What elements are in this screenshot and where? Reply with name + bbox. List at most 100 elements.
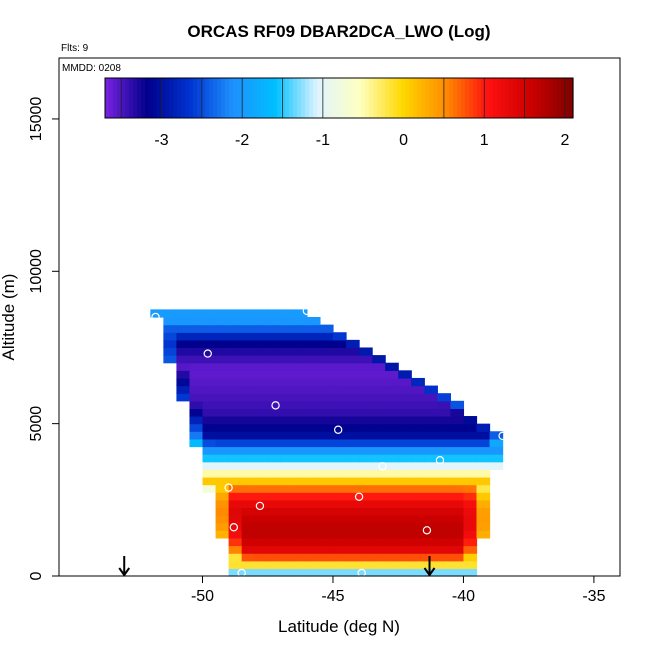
heatmap-cell: [319, 461, 334, 470]
heatmap-cell: [267, 393, 282, 402]
heatmap-cell: [293, 309, 308, 318]
heatmap-cell: [398, 545, 412, 554]
heatmap-cell: [332, 454, 347, 463]
heatmap-cell: [241, 454, 256, 463]
heatmap-cell: [463, 423, 478, 432]
heatmap-cell: [332, 370, 347, 379]
heatmap-cell: [359, 362, 373, 371]
heatmap-cell: [346, 362, 360, 371]
heatmap-cell: [306, 560, 321, 569]
heatmap-cell: [372, 446, 386, 455]
heatmap-cell: [293, 560, 308, 569]
heatmap-cell: [476, 461, 491, 470]
heatmap-cell: [319, 438, 334, 448]
heatmap-cell: [411, 416, 425, 425]
heatmap-cell: [293, 400, 308, 410]
colorbar-strip: [421, 78, 426, 118]
heatmap-cell: [189, 332, 204, 341]
heatmap-cell: [228, 545, 243, 554]
colorbar-strip: [169, 78, 174, 118]
heatmap-cell: [280, 400, 295, 410]
heatmap-cell: [306, 522, 321, 531]
colorbar-strip: [501, 78, 506, 118]
heatmap-cell: [189, 385, 204, 394]
heatmap-cell: [359, 545, 373, 554]
heatmap-cell: [332, 530, 347, 539]
colorbar-strip: [265, 78, 270, 118]
heatmap-cell: [189, 362, 204, 371]
heatmap-cell: [241, 522, 256, 531]
heatmap-cell: [332, 537, 347, 547]
heatmap-cell: [346, 545, 360, 554]
heatmap-cell: [254, 537, 269, 547]
colorbar-strip: [509, 78, 514, 118]
heatmap-cell: [450, 484, 465, 493]
heatmap-cell: [346, 560, 360, 569]
colorbar-strip: [337, 78, 342, 118]
heatmap-cell: [254, 317, 269, 326]
heatmap-cell: [489, 438, 504, 448]
heatmap-cell: [398, 438, 412, 448]
heatmap-cell: [280, 309, 295, 318]
heatmap-cell: [215, 362, 230, 371]
heatmap-cell: [398, 377, 412, 387]
heatmap-cell: [267, 545, 282, 554]
heatmap-cell: [385, 431, 399, 440]
heatmap-cell: [267, 347, 282, 356]
heatmap-cell: [346, 355, 360, 364]
heatmap-cell: [359, 355, 373, 364]
colorbar-strip: [373, 78, 378, 118]
heatmap-cell: [463, 416, 478, 425]
heatmap-cell: [306, 537, 321, 547]
colorbar-strip: [289, 78, 294, 118]
heatmap-cell: [463, 522, 478, 531]
heatmap-cell: [346, 469, 360, 478]
heatmap-cell: [267, 530, 282, 539]
heatmap-cell: [280, 339, 295, 349]
heatmap-cell: [319, 537, 334, 547]
heatmap-cell: [228, 507, 243, 516]
heatmap-cell: [306, 484, 321, 493]
heatmap-cell: [463, 492, 478, 501]
heatmap-cell: [254, 568, 269, 577]
heatmap-cell: [189, 416, 204, 425]
flights-note: Flts: 9: [61, 43, 89, 54]
colorbar-strip: [413, 78, 418, 118]
heatmap-cell: [450, 553, 465, 562]
heatmap-cell: [332, 515, 347, 524]
heatmap-cell: [254, 400, 269, 410]
colorbar-strip: [161, 78, 166, 118]
heatmap-cell: [332, 416, 347, 425]
heatmap-cell: [411, 461, 425, 470]
colorbar-strip: [257, 78, 262, 118]
heatmap-cell: [215, 446, 230, 455]
heatmap-cell: [437, 553, 451, 562]
heatmap-cell: [280, 438, 295, 448]
heatmap-cell: [450, 416, 465, 425]
heatmap-cell: [293, 355, 308, 364]
heatmap-cell: [489, 461, 504, 470]
heatmap-cell: [476, 476, 491, 486]
heatmap-cell: [280, 522, 295, 531]
heatmap-cell: [372, 560, 386, 569]
heatmap-cell: [359, 416, 373, 425]
heatmap-cell: [424, 492, 438, 501]
heatmap-cell: [267, 309, 282, 318]
heatmap-cell: [398, 416, 412, 425]
heatmap-cell: [437, 476, 451, 486]
heatmap-cell: [359, 454, 373, 463]
colorbar-strip: [133, 78, 138, 118]
heatmap-cell: [424, 545, 438, 554]
heatmap-cell: [189, 393, 204, 402]
sample-point: [422, 526, 432, 535]
heatmap-cell: [293, 469, 308, 478]
heatmap-cell: [254, 431, 269, 440]
x-tick-label: -50: [191, 588, 214, 605]
heatmap-cell: [372, 492, 386, 501]
heatmap-cell: [267, 332, 282, 341]
heatmap-cell: [346, 393, 360, 402]
heatmap-cell: [254, 416, 269, 425]
heatmap-cell: [254, 324, 269, 333]
heatmap-cell: [411, 423, 425, 432]
heatmap-cell: [476, 454, 491, 463]
